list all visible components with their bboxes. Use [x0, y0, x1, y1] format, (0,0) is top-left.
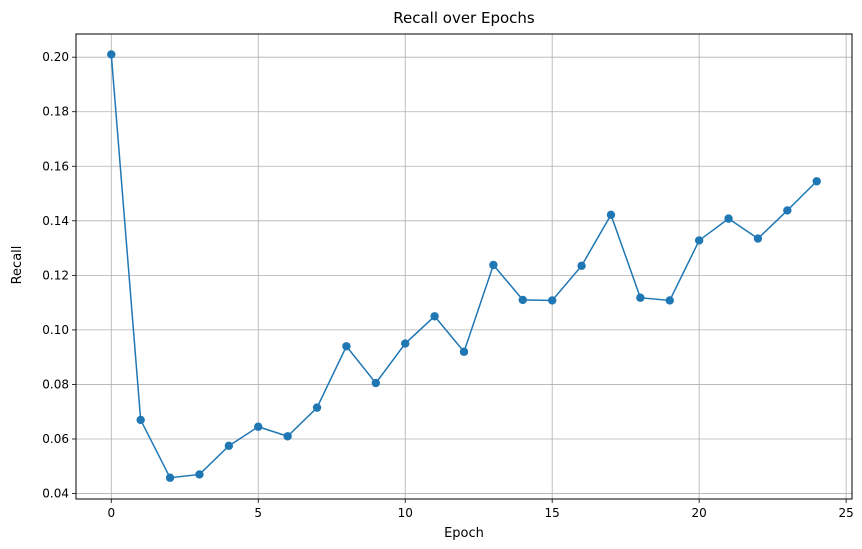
data-point	[665, 296, 674, 305]
data-point	[547, 296, 557, 305]
y-tick-label: 0.08	[42, 377, 69, 391]
y-axis-label: Recall	[10, 246, 25, 285]
y-tick-label: 0.04	[42, 487, 69, 501]
data-point	[371, 378, 381, 388]
y-tick-label: 0.10	[42, 323, 69, 337]
y-tick-label: 0.14	[42, 214, 69, 228]
y-tick-label: 0.12	[42, 268, 69, 282]
x-tick-label: 20	[692, 506, 707, 520]
grid-lines	[76, 34, 852, 499]
data-point	[753, 234, 763, 243]
data-point	[312, 403, 322, 412]
data-point	[430, 312, 439, 321]
series-line	[110, 54, 818, 479]
series-recall	[107, 50, 821, 482]
y-tick-label: 0.16	[42, 159, 69, 173]
data-point	[401, 339, 410, 348]
data-point	[724, 214, 733, 223]
data-point	[254, 422, 263, 431]
data-point	[694, 236, 704, 245]
x-tick-label: 25	[838, 506, 853, 520]
x-axis-label: Epoch	[444, 526, 484, 541]
data-point	[812, 177, 821, 186]
x-tick-label: 0	[107, 506, 115, 520]
y-tick-label: 0.18	[42, 105, 69, 119]
chart-title: Recall over Epochs	[393, 9, 535, 27]
data-point	[489, 260, 498, 270]
data-point	[606, 210, 616, 220]
x-tick-label: 15	[545, 506, 560, 520]
data-point	[224, 441, 234, 451]
data-point	[636, 293, 645, 302]
y-tick-label: 0.20	[42, 50, 69, 64]
y-axis-ticks: 0.04 0.06 0.08 0.10 0.12 0.14 0.16 0.18 0.20	[42, 50, 76, 501]
data-point	[783, 206, 792, 215]
x-tick-label: 10	[398, 506, 413, 520]
plot-frame	[75, 33, 853, 500]
data-point	[107, 50, 116, 59]
data-point	[165, 473, 175, 482]
data-point	[459, 347, 469, 356]
data-point	[577, 261, 586, 271]
x-axis-ticks: 0 5 10 15 20 25	[107, 499, 854, 520]
data-point	[283, 432, 292, 441]
data-point	[342, 342, 351, 351]
data-point	[195, 470, 204, 479]
y-tick-label: 0.06	[42, 432, 69, 446]
x-tick-label: 5	[254, 506, 262, 520]
data-point	[518, 295, 527, 305]
data-point	[136, 415, 145, 425]
